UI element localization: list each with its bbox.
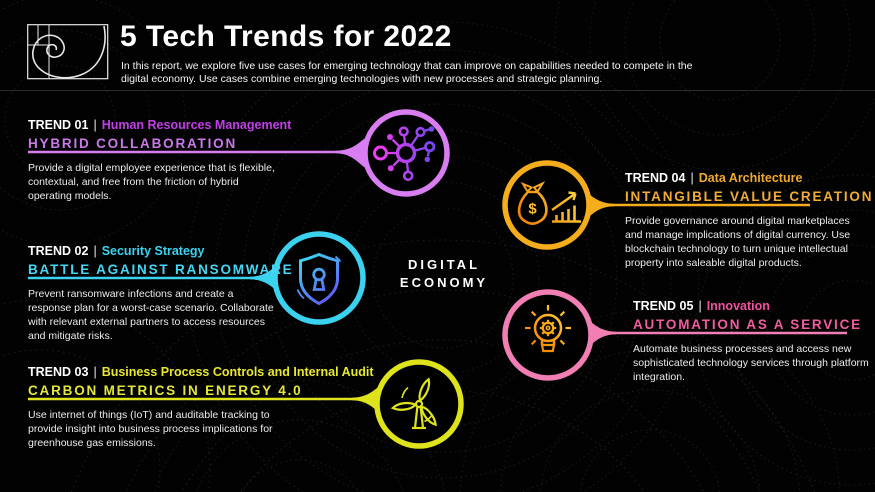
trend-05-label: TREND 05 | Innovation [633, 299, 873, 313]
trend-category: Security Strategy [101, 244, 205, 258]
trend-02-block: TREND 02 | Security Strategy BATTLE AGAINS… [28, 244, 294, 343]
trend-category: Data Architecture [698, 171, 803, 185]
trend-01-connector [28, 138, 365, 168]
trend-category: Innovation [706, 299, 770, 313]
golden-spiral-logo [27, 24, 109, 80]
trend-01-label: TREND 01 | Human Resources Management [28, 118, 291, 132]
label-divider: | [93, 244, 97, 258]
trend-04-block: TREND 04 | Data Architecture INTANGIBLE VA… [625, 171, 874, 270]
trend-number: TREND 02 [28, 244, 89, 258]
header-divider [0, 90, 875, 91]
trend-01-description: Provide a digital employee experience th… [28, 162, 275, 202]
hub-label-line2: ECONOMY [399, 275, 489, 290]
dollar-symbol: $ [528, 201, 537, 218]
trend-05-title: AUTOMATION AS A SERVICE [633, 317, 862, 332]
money-bag-growth-chart-icon: $ [517, 181, 581, 225]
trend-03-block: TREND 03 | Business Process Controls and I… [28, 365, 374, 450]
trend-02-description: Prevent ransomware infections and create… [28, 288, 274, 342]
network-nodes-icon [373, 126, 436, 182]
trend-03-connector [28, 386, 380, 413]
trend-04-label: TREND 04 | Data Architecture [625, 171, 870, 185]
trend-number: TREND 03 [28, 365, 89, 379]
hub-label-line1: DIGITAL [407, 257, 481, 272]
digital-economy-hub-label: DIGITAL ECONOMY [383, 256, 505, 292]
label-divider: | [93, 365, 97, 379]
label-divider: | [93, 118, 97, 132]
trend-04-connector [586, 192, 810, 219]
trend-category: Human Resources Management [101, 118, 292, 132]
label-divider: | [698, 299, 702, 313]
trend-number: TREND 04 [625, 171, 686, 185]
trend-03-circle [374, 359, 464, 449]
trend-03-description: Use internet of things (IoT) and auditab… [28, 409, 273, 449]
trend-02-title: BATTLE AGAINST RANSOMWARE [28, 262, 294, 277]
trend-02-connector [28, 264, 278, 292]
page-title: 5 Tech Trends for 2022 [120, 20, 452, 53]
trend-05-block: TREND 05 | Innovation AUTOMATION AS A SERV… [633, 299, 873, 384]
trend-number: TREND 05 [633, 299, 694, 313]
trend-number: TREND 01 [28, 118, 89, 132]
trend-03-title: CARBON METRICS IN ENERGY 4.0 [28, 383, 303, 398]
trend-04-description: Provide governance around digital market… [625, 215, 851, 269]
label-divider: | [690, 171, 694, 185]
trend-03-label: TREND 03 | Business Process Controls and I… [28, 365, 374, 379]
trend-01-title: HYBRID COLLABORATION [28, 136, 237, 151]
trend-05-description: Automate business processes and access n… [633, 343, 869, 383]
trend-01-circle [362, 109, 450, 197]
wind-turbine-icon [390, 377, 437, 430]
trend-category: Business Process Controls and Internal A… [101, 365, 374, 379]
page-subtitle: In this report, we explore five use case… [121, 60, 693, 85]
trend-02-label: TREND 02 | Security Strategy [28, 244, 278, 258]
trend-01-block: TREND 01 | Human Resources Management HYBR… [28, 118, 291, 203]
trend-02-circle [272, 231, 366, 325]
trend-04-title: INTANGIBLE VALUE CREATION [625, 189, 874, 204]
trend-05-connector [588, 320, 847, 347]
shield-keyhole-icon [296, 252, 342, 306]
lightbulb-gear-icon [525, 305, 571, 353]
